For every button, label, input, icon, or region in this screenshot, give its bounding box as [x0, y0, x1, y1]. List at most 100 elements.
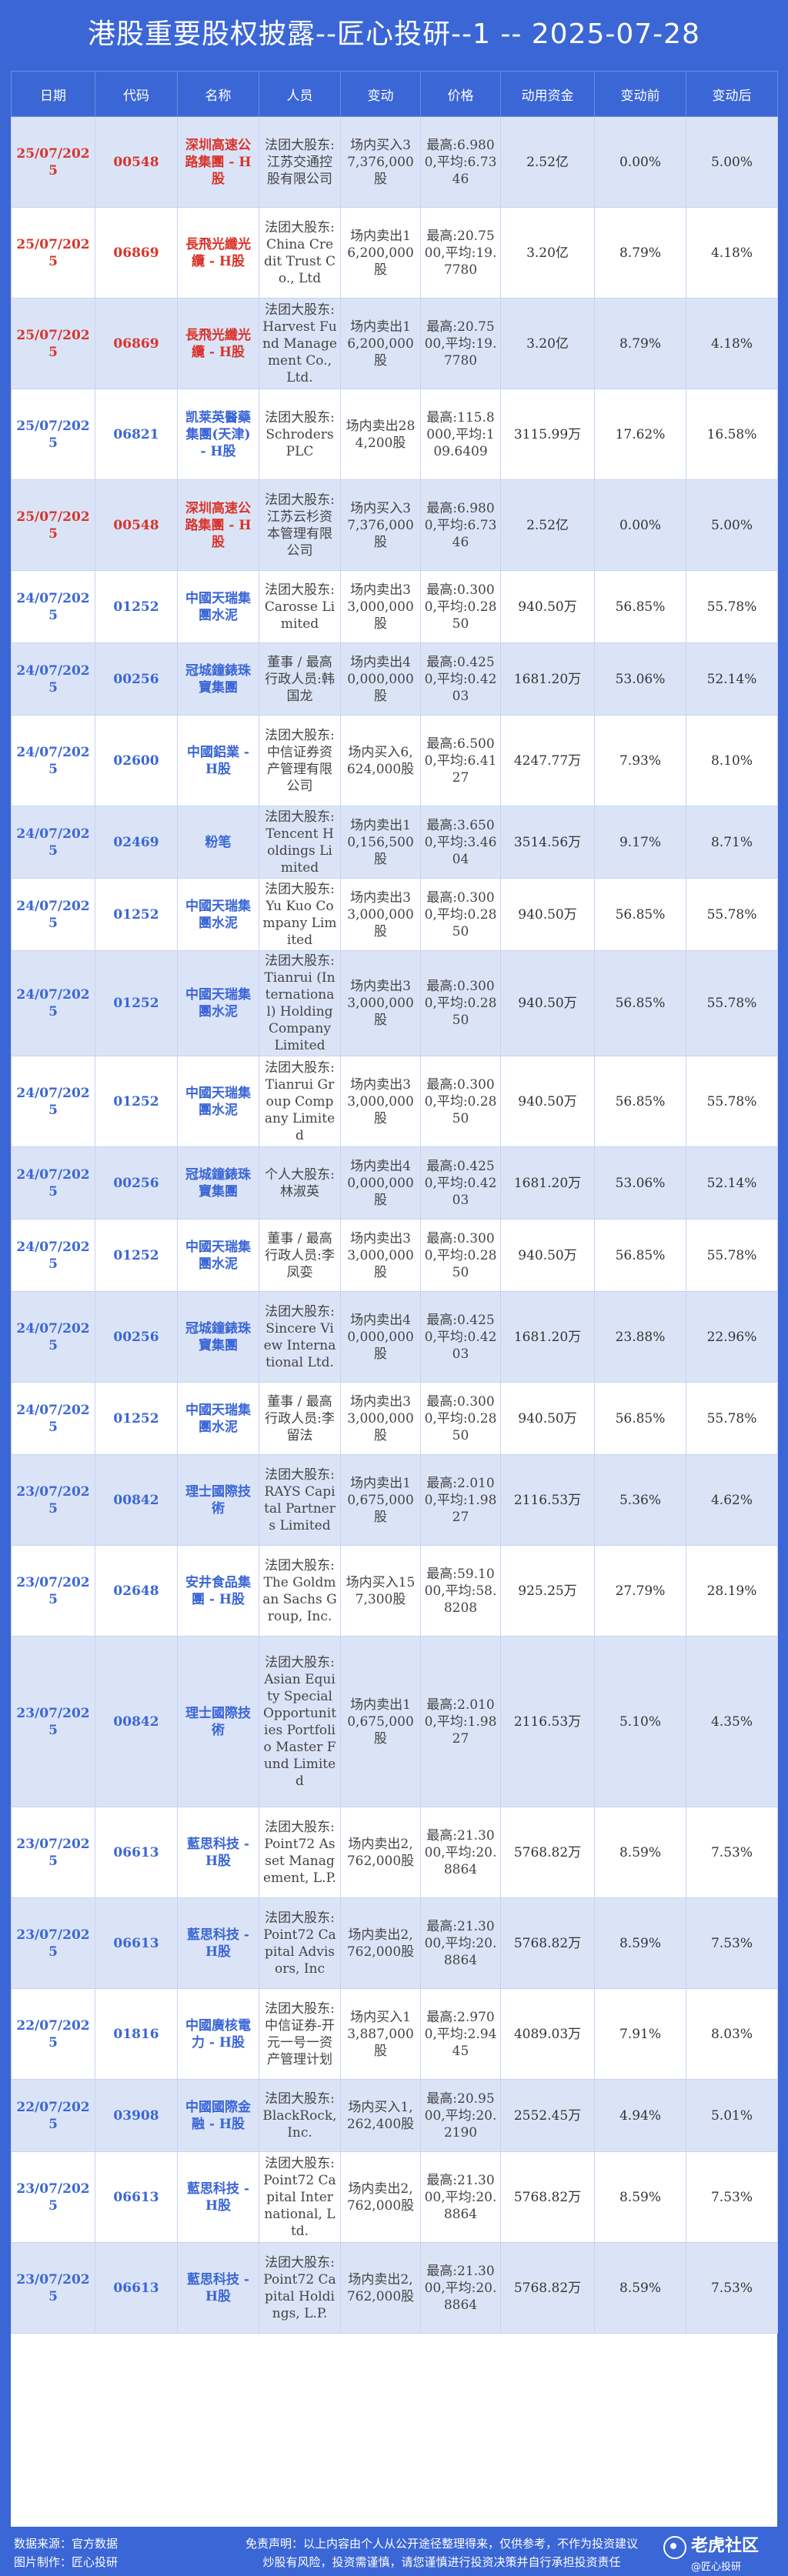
cell-code: 06613 — [95, 1807, 178, 1898]
cell-amount: 940.50万 — [500, 1056, 595, 1147]
cell-code: 02600 — [95, 715, 178, 806]
cell-name: 中國天瑞集團水泥 — [177, 1219, 259, 1292]
cell-price: 最高:0.3000,平均:0.2850 — [420, 878, 501, 951]
cell-name: 安井食品集團 - H股 — [177, 1545, 259, 1637]
cell-before: 7.91% — [594, 1988, 686, 2080]
cell-name: 理士國際技術 — [177, 1454, 259, 1546]
cell-name: 凯莱英醫藥集團(天津) - H股 — [177, 389, 259, 480]
cell-code: 01252 — [95, 1382, 178, 1455]
cell-code: 06613 — [95, 1897, 178, 1989]
cell-after: 28.19% — [686, 1545, 778, 1637]
cell-price: 最高:0.3000,平均:0.2850 — [420, 1219, 501, 1292]
table-row: 24/07/2025 00256 冠城鐘錶珠寶集團 董事 / 最高行政人员:韩国龙 场内… — [11, 642, 778, 716]
cell-before: 4.94% — [594, 2079, 686, 2152]
cell-name: 中國國際金融 - H股 — [177, 2079, 259, 2152]
header-person: 人员 — [259, 71, 341, 117]
cell-code: 00548 — [95, 479, 178, 571]
cell-date: 24/07/2025 — [11, 642, 95, 716]
cell-after: 7.53% — [686, 1897, 778, 1989]
cell-price: 最高:20.7500,平均:19.7780 — [420, 207, 501, 299]
cell-code: 01252 — [95, 570, 178, 643]
cell-before: 23.88% — [594, 1291, 686, 1383]
cell-action: 场内卖出10,675,000股 — [340, 1636, 421, 1807]
cell-price: 最高:3.6500,平均:3.4604 — [420, 806, 501, 879]
cell-code: 06821 — [95, 389, 178, 480]
cell-action: 场内卖出16,200,000股 — [340, 298, 421, 389]
cell-after: 55.78% — [686, 878, 778, 951]
cell-price: 最高:0.4250,平均:0.4203 — [420, 1291, 501, 1383]
cell-person: 法团大股东:Schroders PLC — [259, 389, 341, 480]
footer: 数据来源：官方数据 图片制作：匠心投研 免责声明：以上内容由个人从公开途径整理得… — [11, 2531, 777, 2574]
cell-before: 8.59% — [594, 1807, 686, 1898]
table-row: 24/07/2025 01252 中國天瑞集團水泥 董事 / 最高行政人员:李留法 场内… — [11, 1382, 778, 1455]
cell-name: 中國天瑞集團水泥 — [177, 1382, 259, 1455]
cell-code: 06869 — [95, 207, 178, 299]
cell-code: 00256 — [95, 1146, 178, 1220]
cell-before: 0.00% — [594, 116, 686, 208]
cell-name: 藍思科技 - H股 — [177, 1897, 259, 1989]
cell-before: 56.85% — [594, 1056, 686, 1147]
cell-code: 02469 — [95, 806, 178, 879]
cell-date: 25/07/2025 — [11, 298, 95, 389]
cell-amount: 2116.53万 — [500, 1454, 595, 1546]
cell-price: 最高:2.9700,平均:2.9445 — [420, 1988, 501, 2080]
cell-person: 个人大股东:林淑英 — [259, 1146, 341, 1220]
cell-name: 中國鋁業 - H股 — [177, 715, 259, 806]
cell-before: 17.62% — [594, 389, 686, 480]
cell-after: 5.00% — [686, 116, 778, 208]
cell-person: 法团大股东:Harvest Fund Management Co., Ltd. — [259, 298, 341, 389]
cell-amount: 940.50万 — [500, 570, 595, 643]
cell-after: 4.35% — [686, 1636, 778, 1807]
cell-before: 56.85% — [594, 878, 686, 951]
cell-after: 7.53% — [686, 2242, 778, 2334]
cell-after: 52.14% — [686, 642, 778, 716]
cell-person: 法团大股东:中信证券-开元一号一资产管理计划 — [259, 1988, 341, 2080]
cell-before: 5.36% — [594, 1454, 686, 1546]
cell-code: 01252 — [95, 950, 178, 1056]
cell-before: 0.00% — [594, 479, 686, 571]
cell-date: 23/07/2025 — [11, 1545, 95, 1637]
cell-after: 8.10% — [686, 715, 778, 806]
cell-person: 法团大股东:Sincere View International Ltd. — [259, 1291, 341, 1383]
cell-name: 藍思科技 - H股 — [177, 2151, 259, 2243]
cell-before: 56.85% — [594, 570, 686, 643]
cell-action: 场内卖出284,200股 — [340, 389, 421, 480]
cell-date: 25/07/2025 — [11, 116, 95, 208]
table-row: 24/07/2025 01252 中國天瑞集團水泥 法团大股东:Carosse Lim… — [11, 570, 778, 643]
cell-before: 5.10% — [594, 1636, 686, 1807]
cell-person: 法团大股东:江苏交通控股有限公司 — [259, 116, 341, 208]
cell-name: 中國天瑞集團水泥 — [177, 950, 259, 1056]
cell-person: 法团大股东:BlackRock, Inc. — [259, 2079, 341, 2152]
cell-price: 最高:2.0100,平均:1.9827 — [420, 1454, 501, 1546]
maker-text: 图片制作：匠心投研 — [14, 2555, 119, 2569]
cell-action: 场内卖出2,762,000股 — [340, 1897, 421, 1989]
cell-after: 22.96% — [686, 1291, 778, 1383]
cell-action: 场内卖出2,762,000股 — [340, 1807, 421, 1898]
cell-amount: 2116.53万 — [500, 1636, 595, 1807]
cell-person: 法团大股东:The Goldman Sachs Group, Inc. — [259, 1545, 341, 1637]
cell-code: 01252 — [95, 878, 178, 951]
cell-after: 55.78% — [686, 950, 778, 1056]
cell-price: 最高:0.3000,平均:0.2850 — [420, 1056, 501, 1147]
table-header-row: 日期 代码 名称 人员 变动 价格 动用资金 变动前 变动后 — [11, 71, 778, 117]
cell-date: 23/07/2025 — [11, 2242, 95, 2334]
cell-person: 法团大股东:Tianrui Group Company Limited — [259, 1056, 341, 1147]
cell-after: 52.14% — [686, 1146, 778, 1220]
table-row: 24/07/2025 01252 中國天瑞集團水泥 董事 / 最高行政人员:李凤娈 场内… — [11, 1219, 778, 1292]
cell-amount: 3.20亿 — [500, 207, 595, 299]
table-row: 24/07/2025 00256 冠城鐘錶珠寶集團 法团大股东:Sincere Vie… — [11, 1291, 778, 1383]
cell-date: 24/07/2025 — [11, 950, 95, 1056]
cell-name: 深圳高速公路集團 - H股 — [177, 116, 259, 208]
cell-date: 22/07/2025 — [11, 1988, 95, 2080]
cell-date: 23/07/2025 — [11, 2151, 95, 2243]
cell-price: 最高:0.3000,平均:0.2850 — [420, 1382, 501, 1455]
cell-amount: 940.50万 — [500, 950, 595, 1056]
cell-person: 法团大股东:Point72 Asset Management, L.P. — [259, 1807, 341, 1898]
cell-code: 03908 — [95, 2079, 178, 2152]
cell-action: 场内卖出33,000,000股 — [340, 1382, 421, 1455]
cell-action: 场内卖出10,156,500股 — [340, 806, 421, 879]
table-row: 24/07/2025 00256 冠城鐘錶珠寶集團 个人大股东:林淑英 场内卖出40,0… — [11, 1146, 778, 1220]
cell-code: 06613 — [95, 2151, 178, 2243]
cell-amount: 940.50万 — [500, 1219, 595, 1292]
cell-code: 00842 — [95, 1454, 178, 1546]
